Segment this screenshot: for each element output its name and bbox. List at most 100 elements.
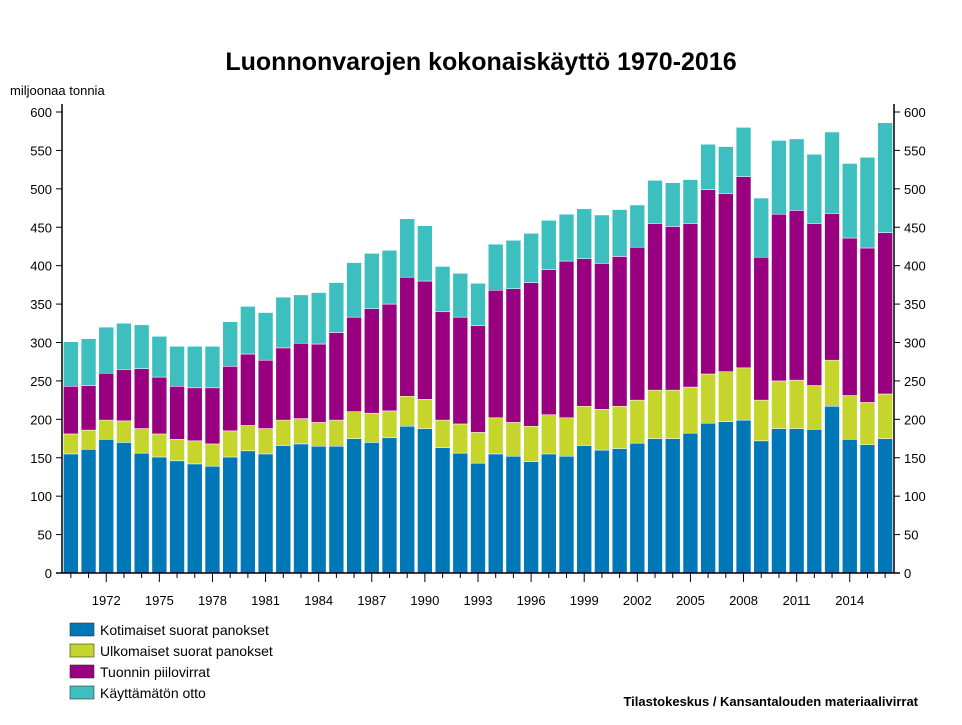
x-tick-label-1984: 1984 <box>304 593 333 608</box>
bar-2011-series-1 <box>788 428 805 574</box>
bar-2000-series-3 <box>594 263 610 410</box>
bar-1987-series-1 <box>364 442 380 574</box>
bar-1994-series-1 <box>488 453 504 574</box>
bar-2010-series-2 <box>771 380 787 429</box>
bar-1999-series-2 <box>576 406 592 446</box>
legend-label-2: Ulkomaiset suorat panokset <box>100 643 273 659</box>
bar-1991-series-1 <box>434 447 451 574</box>
y-tick-label-right-250: 250 <box>904 374 926 389</box>
y-axis-label: miljoonaa tonnia <box>10 83 105 98</box>
bar-1990-series-2 <box>417 399 433 429</box>
bar-2001-series-4 <box>611 209 628 257</box>
y-tick-label-left-0: 0 <box>45 566 52 581</box>
bar-1971-series-1 <box>80 449 97 574</box>
bar-2007-series-4 <box>718 146 734 194</box>
bar-1988-series-2 <box>381 410 398 439</box>
bar-1974-series-3 <box>133 368 150 429</box>
bar-2011-series-2 <box>788 379 805 429</box>
bar-1972-series-1 <box>98 439 114 574</box>
bar-1999-series-3 <box>576 258 592 407</box>
bar-2013-series-2 <box>824 359 840 407</box>
bar-1987-series-4 <box>364 253 380 309</box>
bar-2002-series-4 <box>629 204 646 248</box>
bar-1994-series-2 <box>488 417 504 455</box>
bar-2002-series-1 <box>629 442 646 574</box>
y-tick-label-right-50: 50 <box>904 528 918 543</box>
bar-1988-series-1 <box>381 437 398 574</box>
bar-2000-series-2 <box>594 409 610 451</box>
bar-1977-series-4 <box>187 346 203 389</box>
bar-1993-series-1 <box>470 462 486 574</box>
bar-1982-series-1 <box>275 445 291 574</box>
bar-1981-series-3 <box>257 359 274 429</box>
bar-1992-series-1 <box>452 452 468 574</box>
bar-2002-series-2 <box>629 399 646 444</box>
y-tick-label-left-400: 400 <box>30 259 52 274</box>
legend-label-1: Kotimaiset suorat panokset <box>100 622 269 638</box>
y-tick-label-left-150: 150 <box>30 451 52 466</box>
bar-2012-series-2 <box>806 385 823 430</box>
bar-1987-series-2 <box>364 412 380 443</box>
bar-1982-series-3 <box>275 347 291 421</box>
y-tick-label-right-450: 450 <box>904 220 926 235</box>
bar-2006-series-4 <box>700 144 716 190</box>
bar-1983-series-3 <box>293 343 309 419</box>
bar-1980-series-3 <box>240 353 256 426</box>
bar-1999-series-4 <box>576 208 592 259</box>
bar-2008-series-3 <box>735 176 752 369</box>
bar-1981-series-2 <box>257 428 274 455</box>
bar-2013-series-3 <box>824 213 840 361</box>
bar-1986-series-3 <box>346 316 362 412</box>
bar-1980-series-1 <box>240 450 256 574</box>
bar-1995-series-2 <box>505 422 522 457</box>
bar-1975-series-3 <box>151 376 168 435</box>
bar-1998-series-2 <box>558 417 575 457</box>
x-tick-label-2014: 2014 <box>835 593 864 608</box>
bar-1973-series-3 <box>116 369 132 422</box>
bar-2005-series-4 <box>682 179 699 224</box>
bar-1976-series-3 <box>169 386 185 440</box>
bar-1974-series-1 <box>133 452 150 574</box>
bar-1995-series-4 <box>505 240 522 289</box>
bar-1981-series-1 <box>257 453 274 574</box>
bar-1989-series-4 <box>399 218 415 278</box>
bar-1983-series-1 <box>293 443 309 574</box>
x-tick-label-2005: 2005 <box>676 593 705 608</box>
x-tick-label-2011: 2011 <box>783 593 811 608</box>
bar-2010-series-4 <box>771 140 787 215</box>
bar-1985-series-4 <box>328 282 345 333</box>
y-tick-label-right-100: 100 <box>904 489 926 504</box>
source-note: Tilastokeskus / Kansantalouden materiaal… <box>623 694 918 709</box>
bar-1975-series-2 <box>151 433 168 458</box>
bar-2000-series-1 <box>594 449 610 574</box>
bar-1994-series-3 <box>488 290 504 419</box>
bar-1982-series-4 <box>275 296 291 349</box>
bar-1986-series-2 <box>346 411 362 439</box>
bar-2014-series-3 <box>842 237 858 396</box>
bar-1979-series-3 <box>222 366 238 432</box>
bar-1979-series-4 <box>222 321 238 367</box>
bar-1977-series-1 <box>187 463 203 574</box>
bar-1996-series-2 <box>523 426 539 462</box>
bar-1998-series-1 <box>558 455 575 574</box>
x-tick-label-1996: 1996 <box>517 593 546 608</box>
bar-1996-series-4 <box>523 233 539 283</box>
y-tick-label-left-600: 600 <box>30 105 52 120</box>
bar-1989-series-3 <box>399 276 415 397</box>
y-tick-label-right-350: 350 <box>904 297 926 312</box>
bar-1989-series-2 <box>399 396 415 427</box>
bar-1975-series-4 <box>151 336 168 378</box>
y-tick-label-left-100: 100 <box>30 489 52 504</box>
bar-1996-series-1 <box>523 461 539 574</box>
bar-2003-series-3 <box>647 223 663 391</box>
bar-1974-series-2 <box>133 428 150 454</box>
y-tick-label-right-500: 500 <box>904 182 926 197</box>
bar-2001-series-1 <box>611 448 628 574</box>
bar-2008-series-1 <box>735 419 752 574</box>
bar-1991-series-2 <box>434 419 451 449</box>
bar-2012-series-1 <box>806 429 823 574</box>
bar-1991-series-4 <box>434 266 451 313</box>
bar-1978-series-3 <box>204 387 221 445</box>
bar-1972-series-4 <box>98 326 114 374</box>
